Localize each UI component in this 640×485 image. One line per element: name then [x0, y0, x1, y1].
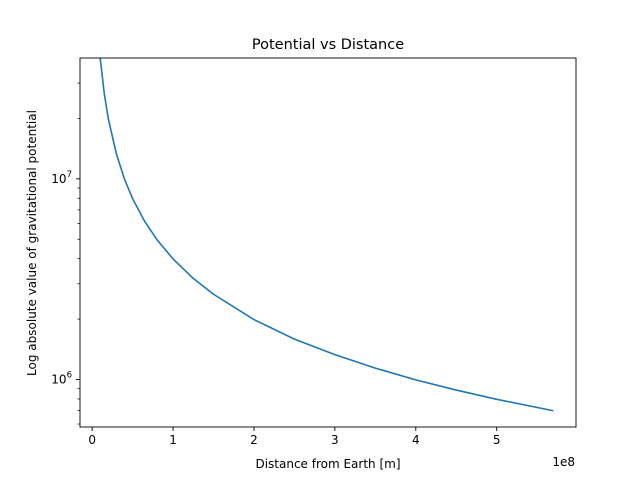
- x-tick-label: 2: [250, 433, 258, 447]
- plot-frame: [79, 57, 577, 428]
- series-line: [99, 58, 554, 412]
- x-tick-label: 4: [412, 433, 420, 447]
- x-tick-label: 1: [169, 433, 177, 447]
- x-tick-label: 5: [493, 433, 501, 447]
- x-axis-label: Distance from Earth [m]: [255, 457, 400, 471]
- y-axis-label: Log absolute value of gravitational pote…: [25, 110, 39, 376]
- x-axis-ticks: 0 1 2 3 4 5: [88, 427, 501, 447]
- x-axis-offset-label: 1e8: [552, 455, 575, 469]
- chart-title: Potential vs Distance: [252, 37, 404, 53]
- x-tick-label: 0: [88, 433, 96, 447]
- x-tick-label: 3: [331, 433, 339, 447]
